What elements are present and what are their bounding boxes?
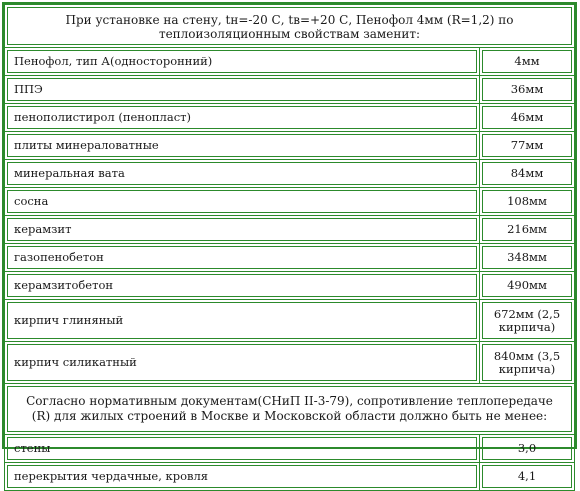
table-row: плиты минераловатные 77мм (4, 131, 575, 160)
material-thickness: 36мм (482, 78, 572, 101)
material-thickness: 108мм (482, 190, 572, 213)
table-row: перекрытия чердачные, кровля 4,1 (4, 462, 575, 491)
table-row: ППЭ 36мм (4, 75, 575, 104)
material-name: керамзит (7, 218, 477, 241)
table-row: Пенофол, тип А(односторонний) 4мм (4, 47, 575, 76)
table-header: При установке на стену, tн=-20 С, tв=+20… (7, 7, 572, 45)
table-row: керамзитобетон 490мм (4, 271, 575, 300)
material-thickness: 84мм (482, 162, 572, 185)
table-row: кирпич силикатный 840мм (3,5 кирпича) (4, 341, 575, 384)
requirement-name: перекрытия чердачные, кровля (7, 465, 477, 488)
table-row: газопенобетон 348мм (4, 243, 575, 272)
material-name: минеральная вата (7, 162, 477, 185)
material-thickness: 348мм (482, 246, 572, 269)
requirement-value: 4,1 (482, 465, 572, 488)
table-row: керамзит 216мм (4, 215, 575, 244)
table-row: стены 3,0 (4, 434, 575, 463)
norm-note-row: Согласно нормативным документам(СНиП II-… (4, 383, 575, 435)
material-name: Пенофол, тип А(односторонний) (7, 50, 477, 73)
material-name: пенополистирол (пенопласт) (7, 106, 477, 129)
material-thickness: 4мм (482, 50, 572, 73)
table-row: сосна 108мм (4, 187, 575, 216)
requirement-value: 3,0 (482, 437, 572, 460)
comparison-table: При установке на стену, tн=-20 С, tв=+20… (4, 4, 575, 491)
table-row: пенополистирол (пенопласт) 46мм (4, 103, 575, 132)
material-thickness: 672мм (2,5 кирпича) (482, 302, 572, 339)
material-name: кирпич глиняный (7, 302, 477, 339)
requirement-name: стены (7, 437, 477, 460)
material-thickness: 77мм (482, 134, 572, 157)
material-name: плиты минераловатные (7, 134, 477, 157)
table-row: минеральная вата 84мм (4, 159, 575, 188)
norm-note: Согласно нормативным документам(СНиП II-… (7, 386, 572, 432)
material-name: ППЭ (7, 78, 477, 101)
material-thickness: 840мм (3,5 кирпича) (482, 344, 572, 381)
material-thickness: 46мм (482, 106, 572, 129)
table-row: кирпич глиняный 672мм (2,5 кирпича) (4, 299, 575, 342)
material-thickness: 216мм (482, 218, 572, 241)
material-thickness: 490мм (482, 274, 572, 297)
material-name: сосна (7, 190, 477, 213)
table-header-row: При установке на стену, tн=-20 С, tв=+20… (4, 4, 575, 48)
material-name: газопенобетон (7, 246, 477, 269)
material-name: керамзитобетон (7, 274, 477, 297)
material-name: кирпич силикатный (7, 344, 477, 381)
